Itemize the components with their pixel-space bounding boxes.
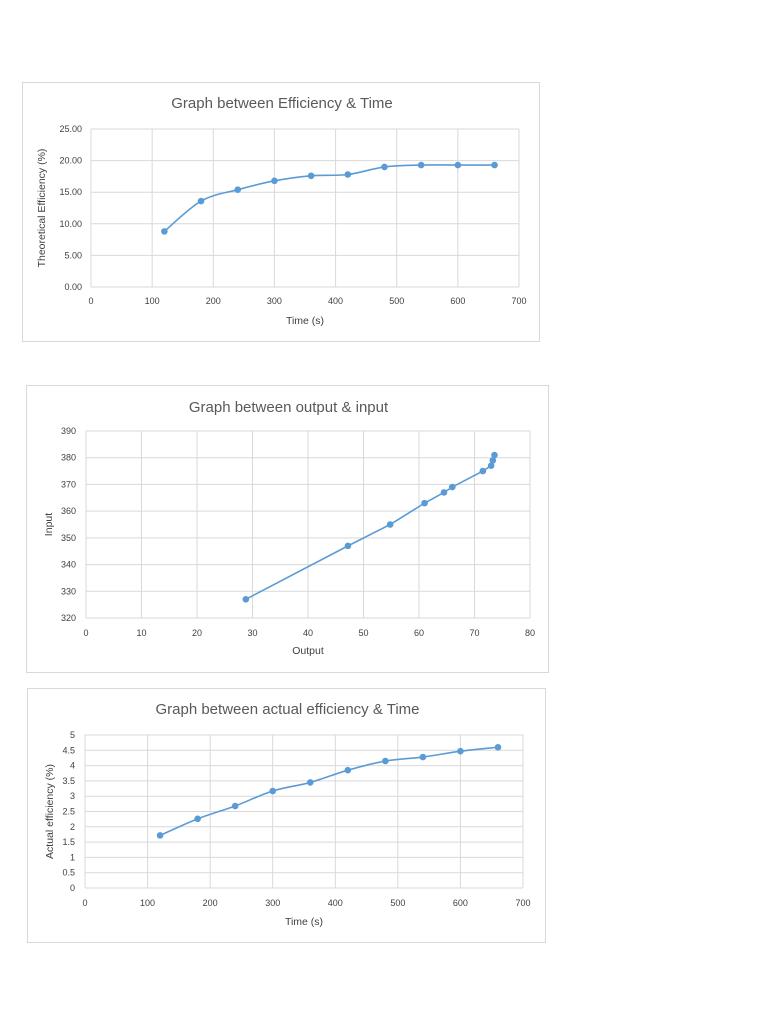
x-tick-label: 400 — [328, 296, 343, 306]
data-point — [386, 521, 394, 528]
y-tick-label: 15.00 — [59, 187, 82, 197]
data-point — [231, 802, 239, 810]
y-tick-label: 3 — [70, 791, 75, 801]
x-tick-label: 50 — [358, 628, 368, 638]
y-tick-label: 330 — [61, 586, 76, 596]
data-point — [419, 753, 427, 761]
y-tick-label: 4 — [70, 761, 75, 771]
y-tick-label: 320 — [61, 613, 76, 623]
data-point — [161, 228, 168, 235]
y-tick-label: 5 — [70, 730, 75, 740]
y-tick-label: 2 — [70, 822, 75, 832]
x-tick-label: 10 — [136, 628, 146, 638]
x-tick-label: 100 — [145, 296, 160, 306]
series-line — [245, 454, 496, 601]
x-axis-title: Output — [292, 645, 324, 657]
y-tick-label: 4.5 — [62, 745, 75, 755]
y-tick-label: 370 — [61, 479, 76, 489]
y-tick-label: 2.5 — [62, 807, 75, 817]
data-point — [487, 462, 495, 470]
x-axis-title: Time (s) — [286, 315, 324, 327]
data-point — [271, 177, 278, 185]
y-tick-label: 390 — [61, 426, 76, 436]
x-tick-label: 400 — [328, 898, 343, 908]
y-tick-label: 350 — [61, 533, 76, 543]
y-tick-label: 340 — [61, 560, 76, 570]
x-tick-label: 0 — [83, 628, 88, 638]
x-tick-label: 600 — [450, 296, 465, 306]
x-tick-label: 0 — [88, 296, 93, 306]
data-point — [344, 542, 352, 550]
data-point — [382, 757, 389, 765]
x-tick-label: 200 — [203, 898, 218, 908]
data-point — [344, 171, 352, 178]
y-tick-label: 360 — [61, 506, 76, 516]
series-line — [163, 164, 495, 233]
y-axis-title: Actual efficiency (%) — [44, 764, 56, 859]
y-tick-label: 25.00 — [59, 124, 82, 134]
y-tick-label: 3.5 — [62, 776, 75, 786]
y-tick-label: 0.00 — [64, 282, 82, 292]
actual-efficiency-time-chart-svg: Graph between actual efficiency & Time00… — [44, 701, 531, 928]
data-point — [417, 161, 425, 169]
y-tick-label: 1.5 — [62, 837, 75, 847]
data-point — [440, 489, 448, 496]
output-input-chart: Graph between output & input 320 330 340 350… — [26, 385, 549, 673]
data-point — [449, 483, 456, 491]
x-tick-label: 200 — [206, 296, 221, 306]
data-point — [494, 743, 502, 751]
data-point — [457, 747, 464, 755]
data-point — [454, 161, 462, 169]
y-tick-label: 0.5 — [62, 868, 75, 878]
y-axis-title: Theoretical Efficiency (%) — [36, 149, 48, 268]
data-point — [491, 161, 498, 169]
x-tick-label: 600 — [453, 898, 468, 908]
data-point — [194, 815, 201, 823]
data-point — [421, 499, 428, 507]
efficiency-time-chart: Graph between Efficiency & Time 0.00 5.00 1… — [22, 82, 540, 342]
data-point — [489, 457, 497, 464]
data-point — [242, 596, 250, 603]
x-tick-label: 700 — [511, 296, 526, 306]
efficiency-time-chart-svg: Graph between Efficiency & Time 0.00 5.00 1… — [36, 95, 527, 327]
x-tick-label: 70 — [469, 628, 479, 638]
data-point — [344, 766, 352, 774]
output-input-chart-svg: Graph between output & input 320 330 340 350… — [43, 399, 535, 657]
x-tick-label: 30 — [247, 628, 257, 638]
y-tick-label: 1 — [70, 852, 75, 862]
x-axis-title: Time (s) — [285, 916, 323, 928]
data-point — [234, 186, 242, 193]
actual-efficiency-time-chart: Graph between actual efficiency & Time 0 0… — [27, 688, 546, 943]
y-tick-label: 5.00 — [64, 250, 82, 260]
x-tick-label: 500 — [390, 898, 405, 908]
chart-title: Graph between Efficiency & Time — [171, 95, 393, 112]
chart-title: Graph between output & input — [189, 399, 389, 416]
data-point — [156, 832, 164, 839]
x-tick-label: 300 — [265, 898, 280, 908]
x-tick-label: 300 — [267, 296, 282, 306]
data-point — [491, 451, 498, 459]
data-point — [307, 172, 315, 180]
y-tick-label: 10.00 — [59, 219, 82, 229]
x-tick-label: 500 — [389, 296, 404, 306]
y-tick-label: 0 — [70, 883, 75, 893]
data-point — [381, 163, 388, 171]
y-tick-label: 20.00 — [59, 156, 82, 166]
x-tick-label: 100 — [140, 898, 155, 908]
x-tick-label: 60 — [414, 628, 424, 638]
x-tick-label: 700 — [515, 898, 530, 908]
y-axis-title: Input — [43, 513, 55, 536]
data-point — [306, 779, 314, 786]
y-tick-label: 380 — [61, 453, 76, 463]
data-point — [269, 787, 277, 795]
data-point — [479, 467, 487, 475]
x-tick-label: 40 — [303, 628, 313, 638]
x-tick-label: 20 — [192, 628, 202, 638]
series-line — [159, 746, 499, 837]
data-point — [197, 197, 205, 205]
x-tick-label: 80 — [525, 628, 535, 638]
chart-title: Graph between actual efficiency & Time — [155, 701, 419, 718]
x-tick-label: 0 — [82, 898, 87, 908]
